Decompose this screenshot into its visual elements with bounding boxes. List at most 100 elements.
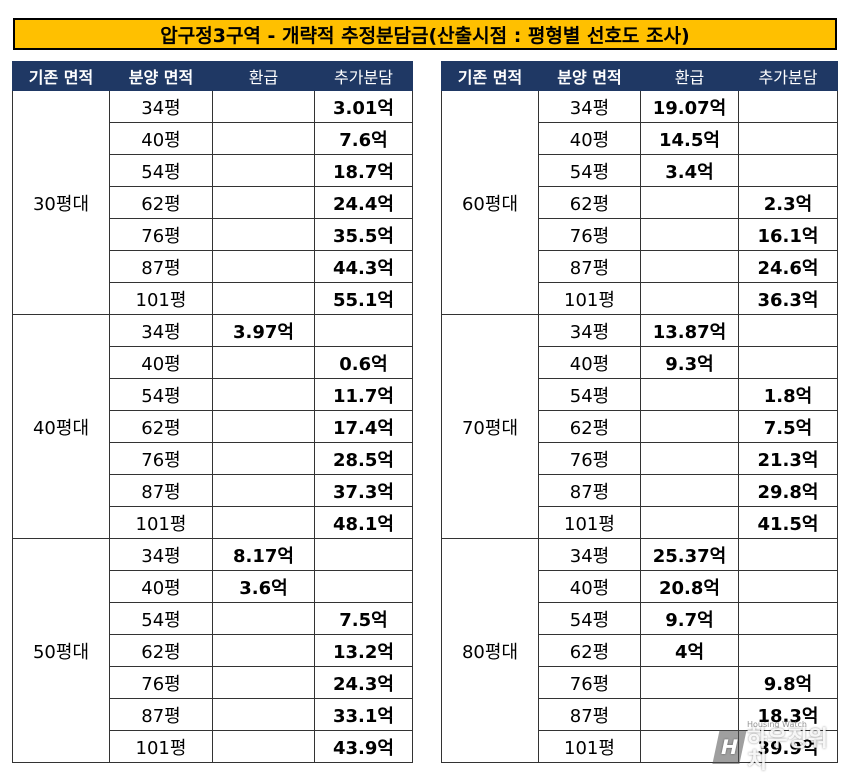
refund-cell	[212, 90, 315, 123]
additional-cell: 7.6억	[314, 122, 413, 155]
table-row: 62평 2.3억	[442, 186, 838, 219]
sale-area-cell: 34평	[538, 90, 641, 123]
sale-area-cell: 76평	[538, 218, 641, 251]
additional-cell: 9.8억	[738, 666, 838, 699]
additional-cell	[738, 538, 838, 571]
additional-cell: 43.9억	[314, 730, 413, 763]
sale-area-cell: 76평	[109, 442, 213, 475]
header-refund: 환급	[640, 61, 739, 91]
refund-cell	[212, 122, 315, 155]
refund-cell	[640, 186, 739, 219]
refund-cell	[640, 378, 739, 411]
additional-cell	[738, 634, 838, 667]
table-row: 60평대 34평 19.07억	[441, 90, 838, 315]
refund-cell: 19.07억	[640, 90, 739, 123]
sale-area-cell: 101평	[109, 282, 213, 315]
sale-area-cell: 76평	[109, 666, 213, 699]
refund-cell: 4억	[640, 634, 739, 667]
header-refund: 환급	[212, 61, 315, 91]
left-table: 기존 면적 분양 면적 환급 추가분담 30평대 34평 3.01억 40평 7.6억 5…	[12, 61, 413, 763]
table-row: 54평 3.4억	[442, 154, 838, 187]
additional-cell: 41.5억	[738, 506, 838, 539]
refund-cell	[212, 218, 315, 251]
refund-cell	[212, 666, 315, 699]
watermark-logo-icon: H	[712, 730, 747, 764]
table-row: 54평 18.7억	[13, 154, 413, 187]
refund-cell: 3.4억	[640, 154, 739, 187]
header-row: 기존 면적 분양 면적 환급 추가분담	[12, 61, 413, 91]
table-row: 62평 7.5억	[442, 410, 838, 443]
sale-area-cell: 62평	[109, 186, 213, 219]
additional-cell: 24.3억	[314, 666, 413, 699]
additional-cell: 24.4억	[314, 186, 413, 219]
sale-area-cell: 87평	[109, 474, 213, 507]
sale-area-cell: 40평	[109, 346, 213, 379]
sale-area-cell: 62평	[538, 634, 641, 667]
refund-cell	[640, 666, 739, 699]
refund-cell	[640, 506, 739, 539]
table-row: 101평 55.1억	[13, 282, 413, 315]
additional-cell	[738, 154, 838, 187]
additional-cell: 33.1억	[314, 698, 413, 731]
watermark-sub: Housing Watch	[746, 720, 807, 729]
additional-cell: 1.8억	[738, 378, 838, 411]
additional-cell: 37.3억	[314, 474, 413, 507]
header-sale-area: 분양 면적	[538, 61, 641, 91]
sale-area-cell: 87평	[538, 698, 641, 731]
table-row: 87평 37.3억	[13, 474, 413, 507]
table-row: 87평 29.8억	[442, 474, 838, 507]
sale-area-cell: 62평	[538, 186, 641, 219]
watermark-main: 하우징워치	[746, 727, 828, 774]
additional-cell	[738, 602, 838, 635]
refund-cell: 25.37억	[640, 538, 739, 571]
table-row: 54평 1.8억	[442, 378, 838, 411]
refund-cell	[640, 474, 739, 507]
table-row: 40평 14.5억	[442, 122, 838, 155]
header-additional: 추가분담	[738, 61, 838, 91]
header-row: 기존 면적 분양 면적 환급 추가분담	[441, 61, 838, 91]
additional-cell	[738, 90, 838, 123]
refund-cell: 13.87억	[640, 314, 739, 347]
sale-area-cell: 40평	[538, 346, 641, 379]
sale-area-cell: 101평	[109, 506, 213, 539]
sale-area-cell: 62평	[538, 410, 641, 443]
table-row: 76평 21.3억	[442, 442, 838, 475]
additional-cell: 28.5억	[314, 442, 413, 475]
existing-area-cell: 50평대	[12, 538, 110, 763]
right-table: 기존 면적 분양 면적 환급 추가분담 60평대 34평 19.07억 40평 14.5…	[441, 61, 838, 763]
table-row: 70평대 34평 13.87억	[441, 314, 838, 539]
refund-cell	[640, 698, 739, 731]
existing-area-cell: 70평대	[441, 314, 539, 539]
additional-cell: 7.5억	[314, 602, 413, 635]
sale-area-cell: 40평	[109, 122, 213, 155]
additional-cell: 7.5억	[738, 410, 838, 443]
sale-area-cell: 87평	[538, 250, 641, 283]
refund-cell	[212, 378, 315, 411]
sale-area-cell: 54평	[109, 602, 213, 635]
additional-cell	[314, 570, 413, 603]
refund-cell	[212, 186, 315, 219]
sale-area-cell: 40평	[538, 570, 641, 603]
refund-cell	[640, 282, 739, 315]
sale-area-cell: 40평	[538, 122, 641, 155]
additional-cell	[738, 122, 838, 155]
sale-area-cell: 54평	[538, 154, 641, 187]
refund-cell	[640, 250, 739, 283]
additional-cell: 24.6억	[738, 250, 838, 283]
additional-cell: 18.7억	[314, 154, 413, 187]
existing-area-cell: 60평대	[441, 90, 539, 315]
sale-area-cell: 34평	[538, 538, 641, 571]
table-row: 62평 13.2억	[13, 634, 413, 667]
sale-area-cell: 54평	[538, 602, 641, 635]
sale-area-cell: 76평	[538, 666, 641, 699]
additional-cell: 0.6억	[314, 346, 413, 379]
refund-cell	[212, 346, 315, 379]
sale-area-cell: 54평	[109, 378, 213, 411]
table-row: 62평 4억	[442, 634, 838, 667]
sale-area-cell: 40평	[109, 570, 213, 603]
refund-cell: 14.5억	[640, 122, 739, 155]
refund-cell	[212, 602, 315, 635]
refund-cell: 9.7억	[640, 602, 739, 635]
sale-area-cell: 62평	[109, 410, 213, 443]
refund-cell	[212, 154, 315, 187]
